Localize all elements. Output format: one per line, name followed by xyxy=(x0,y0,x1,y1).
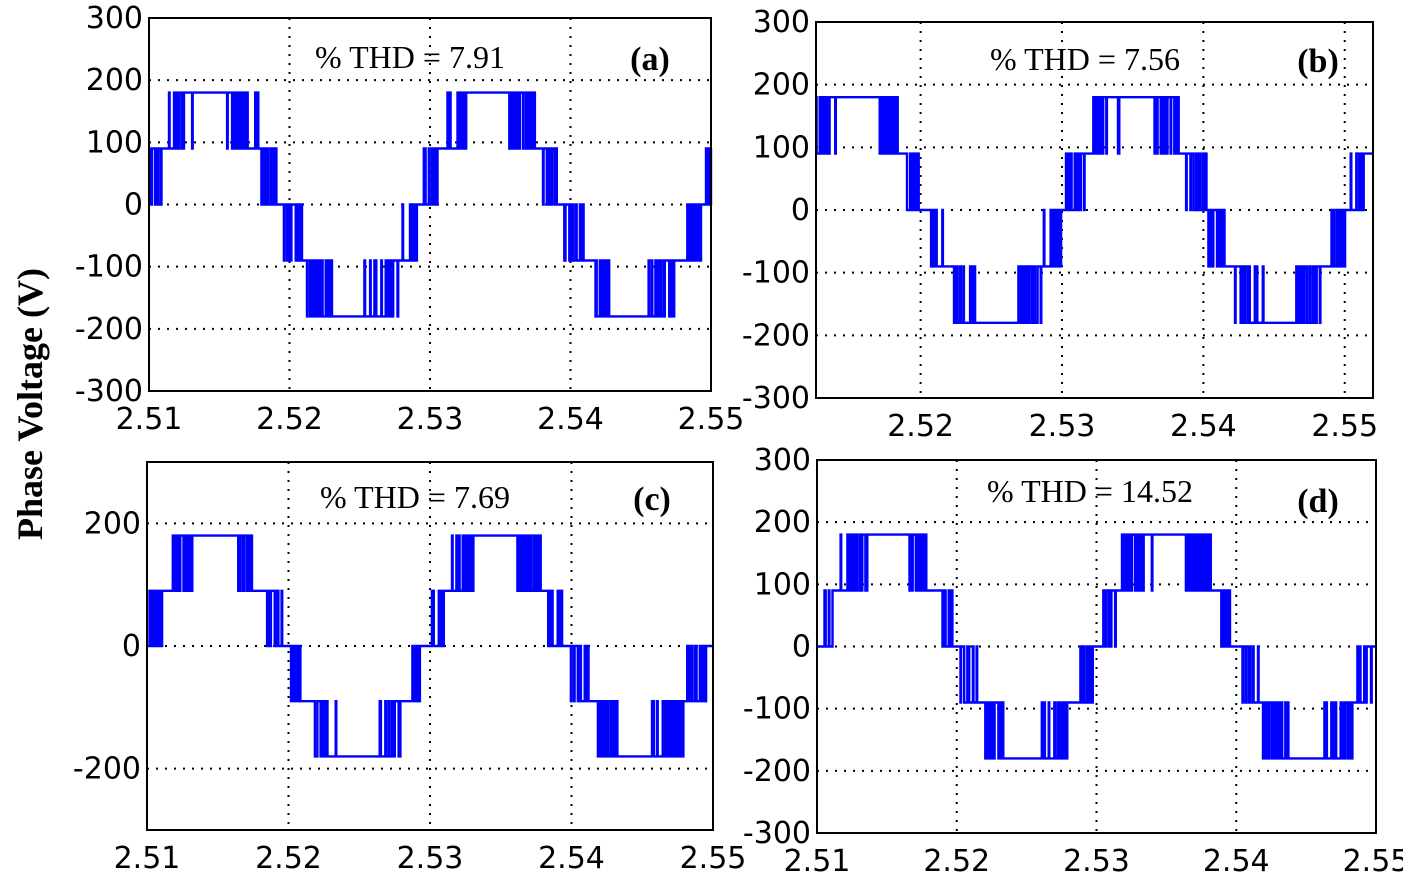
x-tick-label: 2.54 xyxy=(1170,409,1237,444)
x-tick-label: 2.55 xyxy=(680,841,747,876)
x-tick-label: 2.51 xyxy=(116,402,183,437)
y-tick-label: 0 xyxy=(791,193,810,228)
x-tick-label: 2.55 xyxy=(678,402,745,437)
y-tick-label: -300 xyxy=(75,374,143,409)
y-tick-label: -100 xyxy=(75,250,143,285)
y-tick-label: 0 xyxy=(124,188,143,223)
y-tick-label: 100 xyxy=(753,130,810,165)
y-tick-label: -200 xyxy=(743,754,811,789)
y-tick-label: 200 xyxy=(753,68,810,103)
y-tick-label: 300 xyxy=(86,1,143,36)
x-tick-label: 2.52 xyxy=(256,402,323,437)
plot-border xyxy=(146,461,714,831)
tick-labels: 2.51 2.52 2.53 2.54 2.55 -300 -200 -100 0 100 200 3… xyxy=(75,1,744,437)
thd-annotation: % THD = 7.56 xyxy=(990,41,1180,77)
x-tick-label: 2.52 xyxy=(923,844,990,879)
x-tick-label: 2.53 xyxy=(397,402,464,437)
grid xyxy=(147,462,713,830)
phase-voltage-waveform xyxy=(148,91,713,318)
y-tick-label: -300 xyxy=(742,381,810,416)
x-tick-label: 2.54 xyxy=(538,841,605,876)
y-tick-label: 200 xyxy=(754,505,811,540)
thd-annotation: % THD = 14.52 xyxy=(987,473,1193,509)
y-tick-label: 100 xyxy=(754,567,811,602)
x-tick-label: 2.52 xyxy=(255,841,322,876)
y-axis-label: Phase Voltage (V) xyxy=(10,268,50,540)
x-tick-label: 2.55 xyxy=(1343,844,1403,879)
panel-label: (c) xyxy=(633,481,671,518)
x-tick-label: 2.53 xyxy=(1029,409,1096,444)
panel-label: (a) xyxy=(630,41,670,78)
panel-a: 2.51 2.52 2.53 2.54 2.55 -300 -200 -100 0 100 200 3… xyxy=(75,1,744,437)
thd-annotation: % THD = 7.69 xyxy=(320,479,510,515)
phase-voltage-waveform xyxy=(815,96,1373,324)
panel-c: 2.51 2.52 2.53 2.54 2.55 -200 0 200 % THD = 7.6… xyxy=(73,461,746,876)
panel-label: (d) xyxy=(1297,483,1339,520)
x-tick-label: 2.51 xyxy=(784,844,851,879)
y-tick-label: 100 xyxy=(86,125,143,160)
y-tick-label: -200 xyxy=(73,752,141,787)
x-tick-label: 2.55 xyxy=(1311,409,1378,444)
y-tick-label: 200 xyxy=(84,506,141,541)
y-tick-label: 0 xyxy=(792,630,811,665)
plot-border xyxy=(816,459,1377,834)
y-tick-label: 300 xyxy=(754,443,811,478)
y-tick-label: 0 xyxy=(122,629,141,664)
y-tick-label: -100 xyxy=(743,692,811,727)
tick-labels: 2.52 2.53 2.54 2.55 -300 -200 -100 0 100 200 300 xyxy=(742,5,1378,444)
thd-annotation: % THD = 7.91 xyxy=(315,39,505,75)
plot-border xyxy=(148,17,712,392)
y-tick-label: -100 xyxy=(742,256,810,291)
y-tick-label: 300 xyxy=(753,5,810,40)
x-tick-label: 2.54 xyxy=(1203,844,1270,879)
x-tick-label: 2.53 xyxy=(397,841,464,876)
plot-border xyxy=(815,21,1374,399)
panel-b: 2.52 2.53 2.54 2.55 -300 -200 -100 0 100 200 300 %… xyxy=(742,5,1378,444)
panel-d: 2.51 2.52 2.53 2.54 2.55 -300 -200 -100 0 100 200 3… xyxy=(743,443,1403,879)
y-tick-label: -200 xyxy=(75,312,143,347)
y-tick-label: -300 xyxy=(743,816,811,851)
x-tick-label: 2.51 xyxy=(114,841,181,876)
panel-label: (b) xyxy=(1297,43,1339,80)
tick-labels: 2.51 2.52 2.53 2.54 2.55 -300 -200 -100 0 100 200 3… xyxy=(743,443,1403,879)
phase-voltage-waveform xyxy=(817,533,1376,760)
plot-frame xyxy=(815,21,1374,399)
x-tick-label: 2.54 xyxy=(537,402,604,437)
y-tick-label: -200 xyxy=(742,318,810,353)
x-tick-label: 2.53 xyxy=(1063,844,1130,879)
x-tick-label: 2.52 xyxy=(887,409,954,444)
phase-voltage-waveform xyxy=(147,534,713,758)
y-tick-label: 200 xyxy=(86,63,143,98)
tick-labels: 2.51 2.52 2.53 2.54 2.55 -200 0 200 xyxy=(73,506,746,876)
